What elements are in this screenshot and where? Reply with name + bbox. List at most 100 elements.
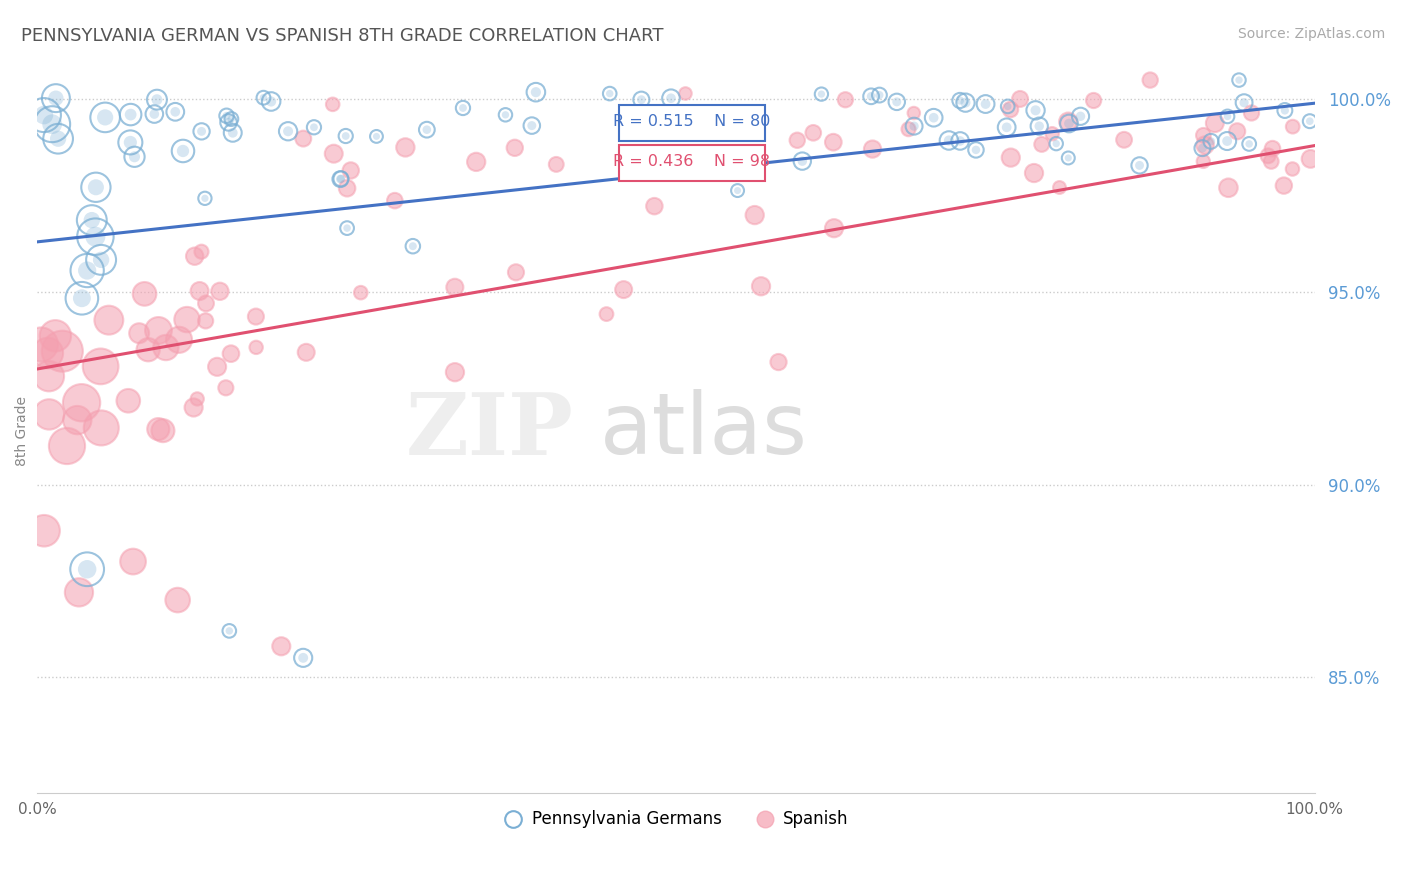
Point [215,109,238,123]
Point [97,313,120,327]
Point [70,395,93,409]
Point [897,122,920,136]
Point [90,359,112,374]
Point [599,87,621,101]
Point [292,650,315,665]
Point [190,124,212,138]
Point [252,91,274,105]
Point [41,117,63,131]
Point [190,244,212,259]
Point [46,132,69,146]
Point [252,91,274,105]
Point [172,144,194,158]
Point [270,640,292,654]
Point [208,285,231,299]
FancyBboxPatch shape [619,104,765,141]
Point [292,131,315,145]
Point [76,263,98,277]
Point [1191,141,1213,155]
Point [862,142,884,156]
Point [451,101,474,115]
Point [868,88,890,103]
Point [903,119,925,133]
Point [1128,158,1150,172]
Point [444,280,467,294]
Point [336,221,359,235]
Point [90,252,112,267]
Text: PENNSYLVANIA GERMAN VS SPANISH 8TH GRADE CORRELATION CHART: PENNSYLVANIA GERMAN VS SPANISH 8TH GRADE… [21,27,664,45]
Text: Source: ZipAtlas.com: Source: ZipAtlas.com [1237,27,1385,41]
Point [682,161,704,175]
Point [322,97,344,112]
Point [1281,161,1303,176]
Point [1070,109,1092,123]
Point [66,413,89,427]
Point [350,285,373,300]
Point [339,163,361,178]
Point [704,161,727,176]
Point [90,421,112,435]
Point [613,283,636,297]
Point [330,171,353,186]
Point [995,120,1018,135]
Point [1199,134,1222,148]
Point [45,91,67,105]
Point [524,85,547,99]
Point [70,291,93,305]
Point [38,369,60,384]
Point [1000,103,1022,117]
Point [903,119,925,133]
Point [1139,73,1161,87]
Point [997,99,1019,113]
Point [84,180,107,194]
Point [860,89,883,103]
Point [520,119,543,133]
Point [44,328,66,343]
Y-axis label: 8th Grade: 8th Grade [15,395,30,466]
Point [186,392,208,406]
Point [810,87,832,102]
Point [148,422,170,436]
Point [37,346,59,360]
Point [1022,166,1045,180]
Point [218,624,240,638]
Point [194,191,217,205]
Text: atlas: atlas [599,389,807,472]
Point [1025,103,1047,118]
Point [949,94,972,108]
Point [1233,95,1256,110]
Point [444,365,467,379]
Point [84,229,107,244]
Text: R = 0.436    N = 98: R = 0.436 N = 98 [613,153,770,169]
Point [792,154,814,169]
Point [1000,151,1022,165]
Point [221,112,243,126]
Point [1299,114,1322,128]
Point [997,99,1019,113]
Point [524,85,547,99]
Point [155,341,177,355]
Point [1040,127,1063,141]
Point [167,333,190,347]
Point [152,424,174,438]
Point [689,112,711,126]
Point [120,107,142,121]
Point [1274,103,1296,118]
FancyBboxPatch shape [619,145,765,181]
Point [128,326,150,341]
Point [117,393,139,408]
Point [727,184,749,198]
Point [974,97,997,112]
Point [218,624,240,638]
Point [949,134,972,148]
Point [136,343,159,357]
Point [495,108,517,122]
Point [1227,73,1250,87]
Point [219,346,242,360]
Point [80,213,103,227]
Point [1216,109,1239,123]
Point [194,314,217,328]
Point [45,91,67,105]
Point [194,191,217,205]
Point [1045,136,1067,151]
